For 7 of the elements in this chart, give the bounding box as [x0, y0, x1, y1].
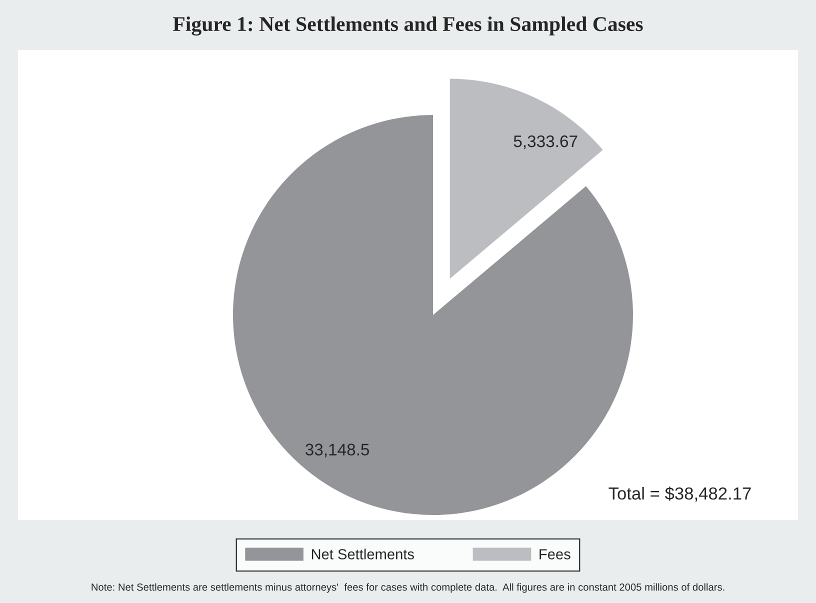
text: Note: Net Settlements are settlements minus attorneys' fees for cases with complete data. All figures are in constant 2005 millions of dollars. — [92, 583, 724, 593]
legend-label: Fees — [540, 549, 570, 560]
legend-label: Net Settlements — [312, 548, 414, 560]
chart-title: Figure 1: Net Settlements and Fees in Sampled Cases — [173, 16, 643, 36]
data-label: 33,148.5 — [305, 444, 370, 458]
data-label: 5,333.67 — [514, 135, 578, 150]
text: Total = $38,482.17 — [608, 486, 751, 502]
